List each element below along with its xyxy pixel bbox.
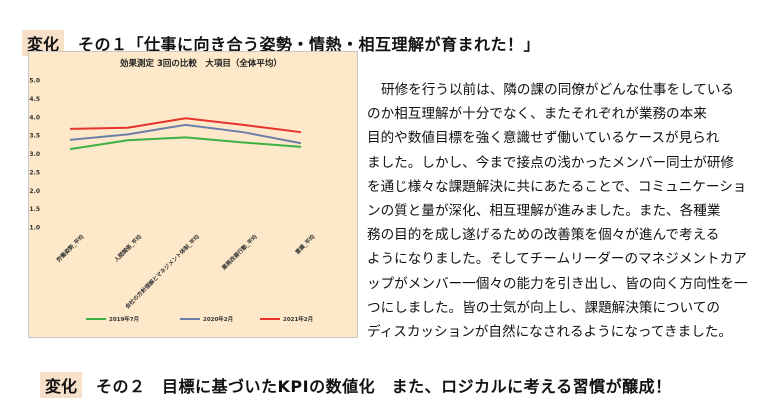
chart-title: 効果測定 3回の比較 大項目（全体平均） <box>120 58 282 69</box>
y-tick-label: 3.0 <box>29 151 40 158</box>
paragraph-line: ップがメンバー一個々の能力を引き出し、皆の向く方向性を一 <box>367 275 748 292</box>
y-tick-label: 1.5 <box>29 206 40 213</box>
y-tick-label: 2.0 <box>29 188 40 195</box>
legend-label: 2021年2月 <box>283 315 313 323</box>
body-paragraph: 研修を行う以前は、隣の課の同僚がどんな仕事をしているのか相互理解が十分でなく、ま… <box>367 78 767 344</box>
y-tick-label: 1.0 <box>29 225 40 232</box>
legend-label: 2020年2月 <box>203 315 233 323</box>
paragraph-line: を通じ様々な課題解決に共にあたることで、コミュニケーショ <box>367 178 747 195</box>
y-tick-label: 4.5 <box>29 96 40 103</box>
change-tag: 変化 <box>40 372 83 398</box>
section-title: その２ 目標に基づいたKPIの数値化 また、ロジカルに考える習慣が醸成！ <box>96 377 672 396</box>
paragraph-line: 務の目的を成し遂げるための改善策を個々が進んで考える <box>367 227 720 244</box>
paragraph-line: ディスカッションが自然になされるようになってきました。 <box>367 324 732 341</box>
series-line <box>69 123 302 145</box>
series-line <box>69 136 302 151</box>
paragraph-line: ようになりました。そしてチームリーダーのマネジメントカア <box>367 251 747 268</box>
y-tick-label: 3.5 <box>29 133 40 140</box>
paragraph-line: 目的や数値目標を強く意識せず働いているケースが見られ <box>367 130 720 147</box>
paragraph-line: ンの質と量が深化、相互理解が進みました。また、各種業 <box>367 203 721 220</box>
chart-background <box>28 51 358 338</box>
y-tick-label: 5.0 <box>29 78 40 85</box>
paragraph-line: つにしました。皆の士気が向上し、課題解決策についての <box>367 299 721 316</box>
series-line <box>69 117 302 134</box>
legend-label: 2019年7月 <box>109 315 139 323</box>
paragraph-line: 研修を行う以前は、隣の課の同僚がどんな仕事をしている <box>381 82 735 98</box>
line-chart: 効果測定 3回の比較 大項目（全体平均） 1.0 1.5 2.0 2.5 3.0 3.5 4.… <box>28 51 358 338</box>
section-title: その１「仕事に向き合う姿勢・情熱・相互理解が育まれた！」 <box>78 35 541 54</box>
paragraph-line: ました。しかし、今まで接点の浅かったメンバー同士が研修 <box>367 154 735 171</box>
y-tick-label: 2.5 <box>29 169 40 176</box>
paragraph-line: のか相互理解が十分でなく、またそれぞれが業務の本来 <box>367 106 707 123</box>
section-heading-2: 変化 その２ 目標に基づいたKPIの数値化 また、ロジカルに考える習慣が醸成！ <box>40 372 672 398</box>
section-heading-1: 変化 その１「仕事に向き合う姿勢・情熱・相互理解が育まれた！」 <box>22 30 540 56</box>
y-tick-label: 4.0 <box>29 114 40 121</box>
